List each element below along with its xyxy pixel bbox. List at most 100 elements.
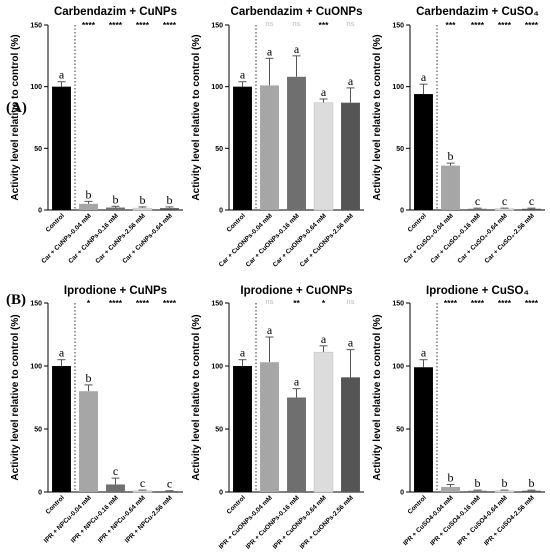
chart-5-letter-2: b [475,476,481,490]
chart-1-ytick-label-2: 100 [211,84,223,91]
chart-1-letter-4: a [348,74,354,88]
chart-1-ylabel: Activity level relative to control (%) [191,34,202,200]
chart-3-ytick-label-1: 50 [34,427,42,434]
chart-2-letter-4: c [529,194,534,208]
chart-3-category-3: IPR + NPCu-0.64 mM [97,494,147,544]
chart-4-letter-4: a [348,336,354,350]
chart-0-category-2: Car + CuNPs-0.16 mM [67,212,120,265]
chart-5-title: Iprodione + CuSO₄ [426,285,529,297]
chart-5-bar-0 [414,367,433,492]
chart-1-letter-0: a [240,68,246,82]
chart-0-bar-2 [106,207,125,210]
chart-3-sig-2: **** [109,298,123,308]
chart-5-ytick-label-1: 50 [396,427,404,434]
chart-0-letter-2: b [113,192,119,206]
chart-1-category-3: Car + CuONPs-0.64 mM [272,212,328,268]
chart-1-title: Carbendazim + CuONPs [231,6,363,18]
row-label-a: (A) [6,100,27,116]
chart-1-category-4: Car + CuONPs-2.56 mM [299,212,355,268]
chart-4-letter-0: a [240,346,246,360]
chart-1-ytick-label-1: 50 [215,146,223,153]
chart-4-sig-1: ns [265,299,273,306]
chart-0-bar-3 [132,207,153,211]
chart-0-bar-4 [160,208,179,210]
chart-2-ylabel: Activity level relative to control (%) [372,34,383,200]
chart-4-category-4: IPR + CuONPs-2.56 mM [299,494,355,550]
chart-2-title: Carbendazim + CuSO₄ [416,6,539,18]
chart-2-ytick-label-2: 100 [392,84,404,91]
chart-1-letter-2: a [294,42,300,56]
chart-2-category-2: Car + CuSO₄-0.16 mM [429,212,481,264]
chart-2-bar-2 [468,208,487,210]
chart-2-sig-4: **** [525,20,539,30]
chart-5-category-3: IPR + CuSO4-0.64 mM [456,494,509,547]
chart-4-ylabel: Activity level relative to control (%) [191,314,202,480]
chart-0-bar-1 [79,203,98,210]
chart-2-bar-3 [494,208,515,211]
chart-4-category-0: Control [226,494,247,515]
chart-3-sig-3: **** [136,298,150,308]
chart-4-ytick-label-1: 50 [215,427,223,434]
chart-5-sig-2: **** [471,298,485,308]
chart-3-bar-3 [132,490,153,493]
chart-5-category-4: IPR + CuSO4-2.56 mM [483,494,536,547]
chart-5-bar-1 [441,486,460,492]
chart-2-bar-1 [441,165,460,210]
chart-3-ytick-label-3: 150 [30,301,42,308]
chart-2-letter-0: a [421,70,427,84]
chart-1-sig-1: ns [265,21,273,28]
chart-1-ytick-label-3: 150 [211,23,223,30]
chart-2-sig-3: **** [498,20,512,30]
chart-3-sig-1: * [87,298,91,308]
chart-3-category-0: Control [45,494,66,515]
chart-0-sig-1: **** [82,20,96,30]
chart-2-ytick-label-0: 0 [400,208,404,215]
chart-0-letter-1: b [86,187,92,201]
chart-0-sig-4: **** [163,20,177,30]
chart-1-ytick-label-0: 0 [219,208,223,215]
chart-4-ytick-label-3: 150 [211,301,223,308]
chart-2-sig-2: **** [471,20,485,30]
chart-0-letter-4: b [167,193,173,207]
chart-5-ylabel: Activity level relative to control (%) [372,314,383,480]
chart-3-ytick-label-2: 100 [30,364,42,371]
chart-4-letter-3: a [321,332,327,346]
chart-0-category-0: Control [45,212,66,233]
chart-3-bar-4 [160,491,179,492]
row-label-b: (B) [6,292,26,308]
chart-0-sig-2: **** [109,20,123,30]
chart-2-category-1: Car + CuSO₄-0.04 mM [402,212,454,264]
chart-1-bar-2 [287,76,306,210]
chart-5-bar-3 [494,490,515,493]
chart-4-letter-1: a [267,323,273,337]
chart-4-bar-1 [260,362,279,492]
chart-5-letter-4: b [529,476,535,490]
chart-3-letter-1: b [86,371,92,385]
chart-0-ytick-label-2: 100 [30,84,42,91]
chart-2-ytick-label-3: 150 [392,23,404,30]
chart-1-category-1: Car + CuONPs-0.04 mM [218,212,274,268]
chart-2-letter-2: c [475,194,480,208]
chart-2-ytick-label-1: 50 [396,146,404,153]
chart-5-ytick-label-2: 100 [392,364,404,371]
chart-1-category-0: Control [226,212,247,233]
chart-5-category-0: Control [407,494,428,515]
chart-0-title: Carbendazim + CuNPs [54,6,177,18]
chart-3-bar-2 [106,484,125,492]
chart-5-bar-2 [468,490,487,492]
chart-1-sig-4: ns [346,21,354,28]
chart-4-sig-2: ** [293,298,300,308]
chart-5-ytick-label-0: 0 [400,490,404,497]
chart-3-ytick-label-0: 0 [38,490,42,497]
chart-5-bar-4 [522,490,541,492]
chart-2-letter-1: b [448,149,454,163]
chart-1-bar-3 [313,102,334,211]
chart-1-letter-1: a [267,44,273,58]
chart-0-bar-0 [52,86,71,210]
chart-3-sig-4: **** [163,298,177,308]
chart-4-bar-2 [287,397,306,492]
chart-1-bar-0 [233,86,252,210]
chart-3-ylabel: Activity level relative to control (%) [10,314,21,480]
chart-5-letter-3: b [502,476,508,490]
